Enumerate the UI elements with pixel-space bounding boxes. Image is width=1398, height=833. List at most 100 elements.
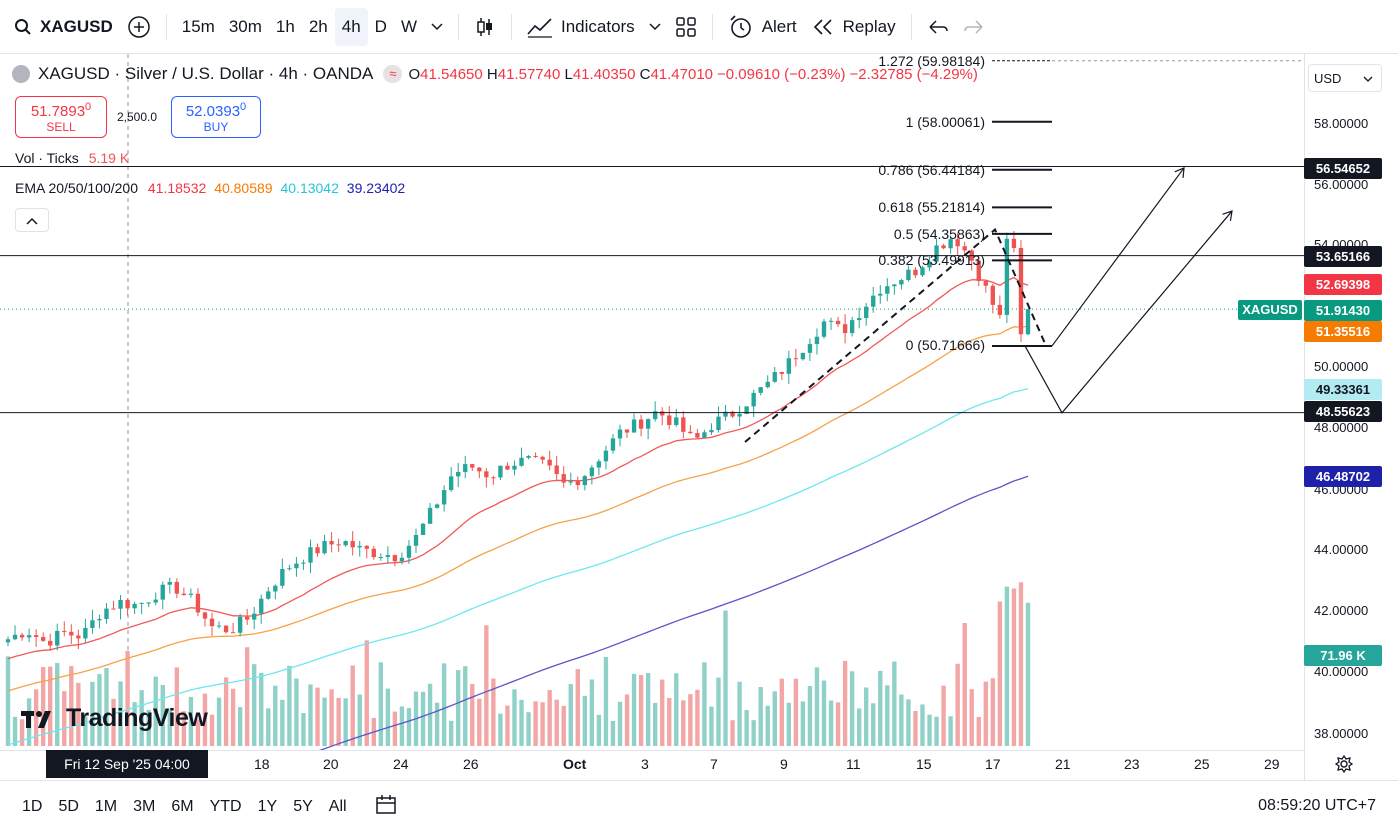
indicators-dropdown-button[interactable] (642, 8, 668, 46)
symbol-search-button[interactable]: XAGUSD (0, 8, 120, 46)
sell-button[interactable]: 51.78930 SELL (15, 96, 107, 138)
level-tag-48[interactable]: 48.55623 (1304, 401, 1382, 422)
ema20-tag[interactable]: 52.69398 (1304, 274, 1382, 295)
collapse-legend-button[interactable] (15, 208, 49, 232)
level-tag-53[interactable]: 53.65166 (1304, 246, 1382, 267)
candle-body (716, 416, 721, 431)
range-5d[interactable]: 5D (58, 798, 79, 815)
candle-body (807, 344, 813, 353)
ema-indicator-label: EMA 20/50/100/200 (15, 180, 138, 196)
interval-4h[interactable]: 4h (334, 7, 368, 46)
interval-d[interactable]: D (374, 16, 387, 36)
volume-bar (195, 719, 201, 746)
volume-bar (188, 696, 194, 746)
time-tick: 21 (1055, 756, 1071, 772)
tradingview-logo[interactable]: TradingView (20, 704, 208, 733)
volume-bar (69, 666, 74, 746)
interval-1h[interactable]: 1h (275, 16, 295, 36)
candle-body (1011, 238, 1017, 249)
candles-icon (477, 17, 492, 36)
candle-body (814, 336, 820, 345)
last-price-tag[interactable]: 51.91430 (1304, 300, 1382, 321)
volume-bar (280, 699, 285, 746)
market-status-pill[interactable]: ≈ (383, 65, 403, 83)
volume-bar (864, 687, 869, 746)
ema100-value: 40.13042 (280, 180, 339, 196)
level-tag-56[interactable]: 56.54652 (1304, 158, 1382, 179)
close-label: C (639, 65, 651, 83)
interval-2h[interactable]: 2h (308, 16, 328, 36)
undo-button[interactable] (920, 8, 956, 46)
date-range-button[interactable] (375, 794, 399, 821)
candle-body (399, 557, 405, 562)
interval-dropdown-button[interactable] (424, 8, 450, 46)
open-label: O (408, 65, 421, 83)
chart-type-button[interactable] (467, 8, 503, 46)
toolbar-divider (510, 13, 512, 40)
price-chart[interactable] (0, 54, 1304, 750)
volume-bar (294, 678, 299, 746)
volume-bar (779, 678, 784, 746)
redo-button[interactable] (956, 8, 992, 46)
volume-bar (667, 697, 672, 746)
time-axis[interactable] (0, 750, 1304, 780)
volume-bar (737, 681, 742, 746)
range-1m[interactable]: 1M (94, 798, 118, 815)
candle-body (470, 464, 475, 468)
gear-icon (1334, 754, 1354, 774)
candle-body (259, 598, 264, 614)
range-ytd[interactable]: YTD (209, 798, 242, 815)
candle-body (153, 599, 158, 603)
volume-bar (681, 700, 686, 746)
volume-bar (12, 716, 18, 746)
ema50-tag[interactable]: 51.35516 (1304, 321, 1382, 342)
ema100-tag[interactable]: 49.33361 (1304, 379, 1382, 400)
candle-body (223, 625, 229, 633)
candle-body (378, 557, 384, 559)
interval-30m[interactable]: 30m (228, 16, 262, 36)
range-6m[interactable]: 6M (171, 798, 194, 815)
volume-tag[interactable]: 71.96 K (1304, 645, 1382, 666)
volume-bar (477, 698, 482, 746)
fib-label-0382: 0.382 (53.49913) (878, 252, 985, 268)
range-5y[interactable]: 5Y (293, 798, 313, 815)
sell-price-sup: 0 (85, 101, 92, 113)
volume-bar (146, 709, 151, 746)
candle-body (744, 406, 749, 415)
replay-button[interactable]: Replay (804, 8, 903, 46)
currency-select[interactable]: USD (1308, 64, 1382, 92)
candle-body (315, 547, 320, 554)
tradingview-logo-text: TradingView (66, 704, 208, 732)
sell-price: 51.7893 (30, 103, 86, 120)
candle-body (40, 637, 46, 641)
range-1d[interactable]: 1D (22, 798, 43, 815)
volume-bar (399, 706, 405, 746)
alert-button[interactable]: Alert (721, 8, 804, 46)
open-value: 41.54650 (420, 65, 483, 83)
volume-bar (800, 701, 806, 746)
ema-lines (7, 276, 1029, 750)
candle-body (266, 591, 271, 599)
interval-w[interactable]: W (400, 16, 417, 36)
candle-body (737, 414, 742, 417)
chart-settings-button[interactable] (1334, 754, 1354, 779)
range-1y[interactable]: 1Y (257, 798, 278, 815)
volume-indicator-legend[interactable]: Vol · Ticks 5.19 K (15, 150, 129, 166)
range-all[interactable]: All (328, 798, 347, 815)
time-tick: 24 (393, 756, 409, 772)
interval-15m[interactable]: 15m (181, 16, 215, 36)
clock[interactable]: 08:59:20 UTC+7 (1258, 797, 1376, 814)
ema200-tag[interactable]: 46.48702 (1304, 466, 1382, 487)
ema-indicator-legend[interactable]: EMA 20/50/100/200 41.18532 40.80589 40.1… (15, 180, 405, 196)
order-quantity[interactable]: 2,500.0 (117, 110, 158, 124)
high-label: H (486, 65, 498, 83)
range-3m[interactable]: 3M (133, 798, 156, 815)
indicators-button[interactable]: Indicators (520, 8, 642, 46)
layouts-button[interactable] (668, 8, 704, 46)
toolbar-divider (457, 13, 459, 40)
compare-button[interactable] (120, 8, 158, 46)
chevron-down-icon (649, 22, 661, 30)
legend-title[interactable]: XAGUSD · Silver / U.S. Dollar · 4h · OAN… (38, 64, 374, 83)
buy-button[interactable]: 52.03930 BUY (171, 96, 261, 138)
volume-bar (772, 691, 777, 746)
